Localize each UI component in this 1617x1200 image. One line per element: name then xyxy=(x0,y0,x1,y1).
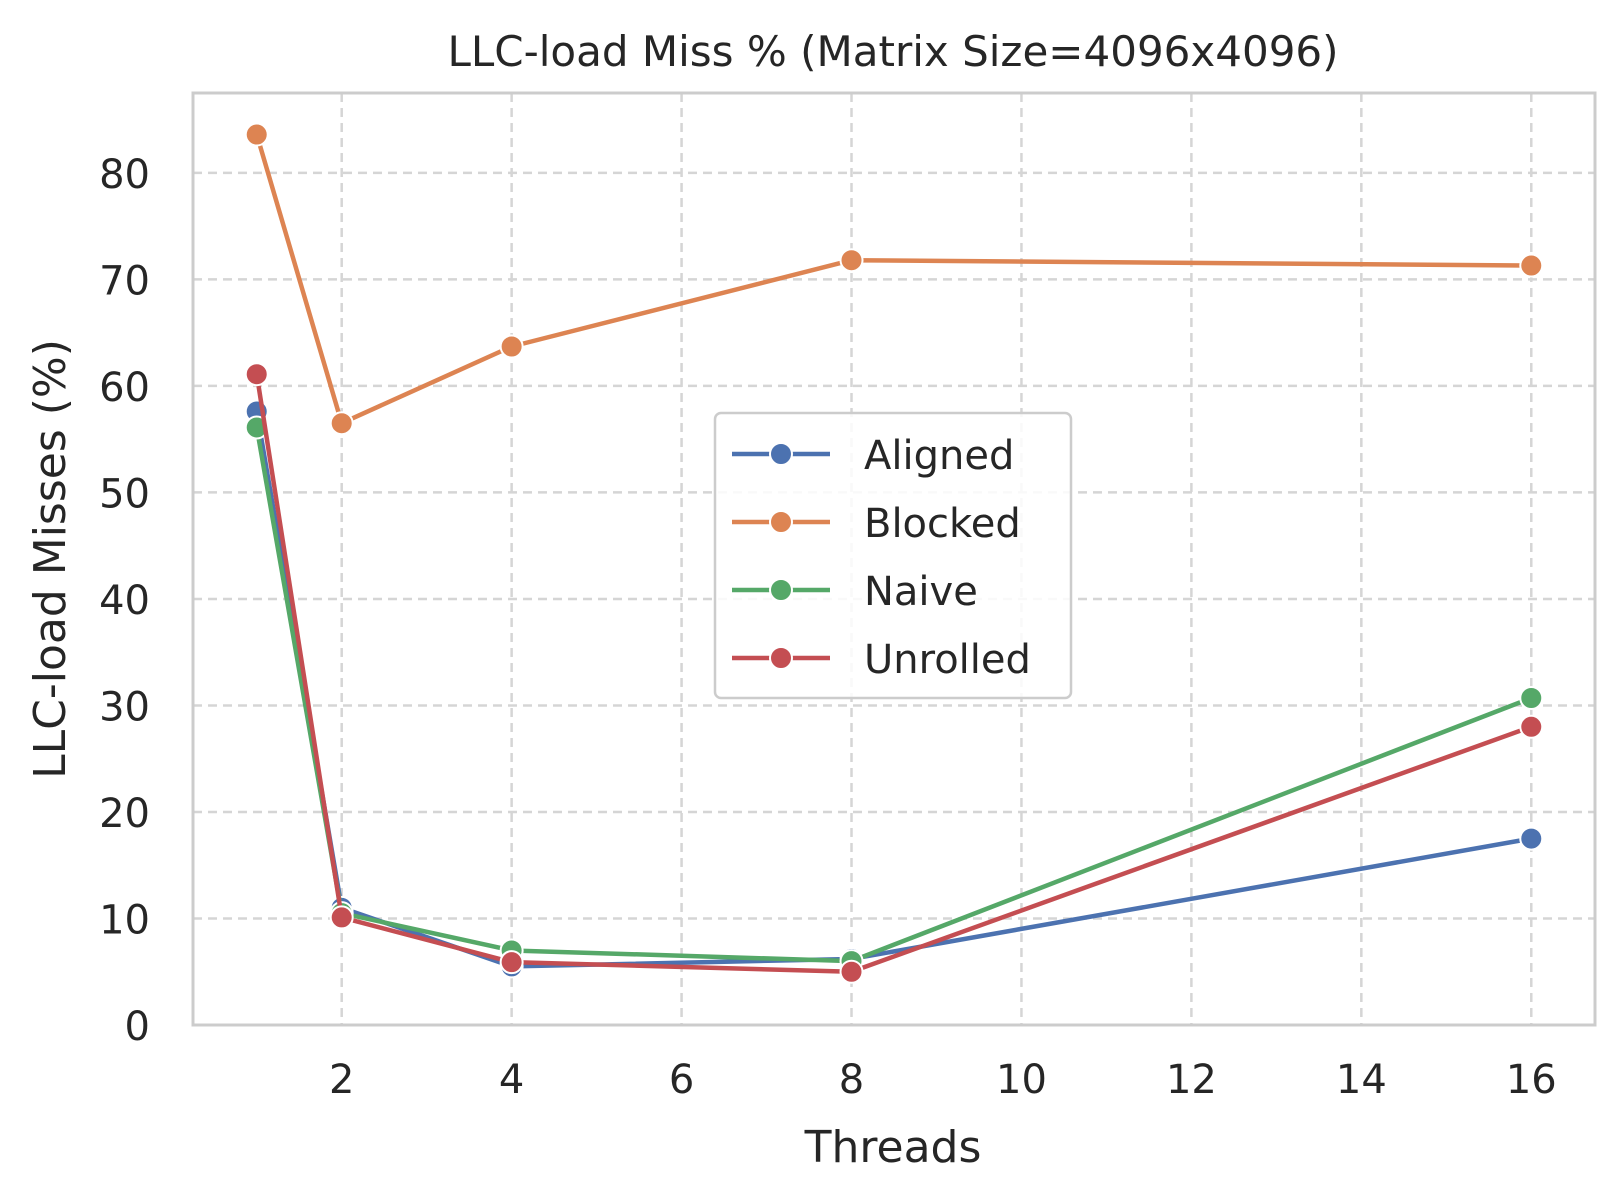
data-point xyxy=(839,959,864,984)
legend-label: Unrolled xyxy=(864,637,1031,683)
legend-marker xyxy=(769,442,793,466)
legend: Aligned Blocked Naive Unrolled xyxy=(713,411,1073,700)
x-tick-label: 14 xyxy=(1336,1057,1387,1103)
y-tick-label: 70 xyxy=(99,258,150,304)
legend-item: Unrolled xyxy=(732,637,1031,683)
data-point xyxy=(244,122,269,147)
plot-frame xyxy=(191,91,1597,1027)
legend-marker xyxy=(769,510,793,534)
series-blocked xyxy=(244,122,1544,436)
x-tick-label: 10 xyxy=(996,1057,1047,1103)
legend-item: Aligned xyxy=(732,433,1014,479)
y-tick-label: 80 xyxy=(99,152,150,198)
x-axis-ticks: 2 4 6 8 10 12 14 16 xyxy=(329,1057,1557,1103)
data-point xyxy=(839,248,864,273)
legend-label: Blocked xyxy=(864,501,1021,547)
legend-label: Naive xyxy=(864,569,978,615)
y-tick-label: 20 xyxy=(99,791,150,837)
legend-box xyxy=(713,411,1073,700)
x-tick-label: 12 xyxy=(1166,1057,1217,1103)
x-axis-label: Threads xyxy=(804,1122,982,1173)
y-tick-label: 0 xyxy=(125,1004,150,1050)
x-tick-label: 2 xyxy=(329,1057,354,1103)
data-point xyxy=(499,334,524,359)
data-point xyxy=(329,411,354,436)
y-axis-ticks: 0 10 20 30 40 50 60 70 80 xyxy=(99,152,150,1050)
y-tick-label: 10 xyxy=(99,897,150,943)
data-point xyxy=(1519,714,1544,739)
legend-marker xyxy=(769,646,793,670)
x-tick-label: 8 xyxy=(839,1057,864,1103)
series xyxy=(244,122,1544,984)
series-unrolled xyxy=(244,362,1544,984)
legend-item: Blocked xyxy=(732,501,1021,547)
chart-title: LLC-load Miss % (Matrix Size=4096x4096) xyxy=(447,27,1338,76)
data-point xyxy=(1519,253,1544,278)
y-tick-label: 30 xyxy=(99,684,150,730)
legend-marker xyxy=(769,578,793,602)
legend-item: Naive xyxy=(732,569,978,615)
x-tick-label: 16 xyxy=(1506,1057,1557,1103)
y-axis-label: LLC-load Misses (%) xyxy=(25,339,76,779)
data-point xyxy=(244,362,269,387)
legend-label: Aligned xyxy=(864,433,1014,479)
data-point xyxy=(1519,826,1544,851)
y-tick-label: 50 xyxy=(99,471,150,517)
data-point xyxy=(1519,686,1544,711)
data-point xyxy=(329,905,354,930)
y-tick-label: 40 xyxy=(99,578,150,624)
y-tick-label: 60 xyxy=(99,365,150,411)
x-tick-label: 4 xyxy=(499,1057,524,1103)
data-point xyxy=(499,950,524,975)
x-tick-label: 6 xyxy=(669,1057,694,1103)
